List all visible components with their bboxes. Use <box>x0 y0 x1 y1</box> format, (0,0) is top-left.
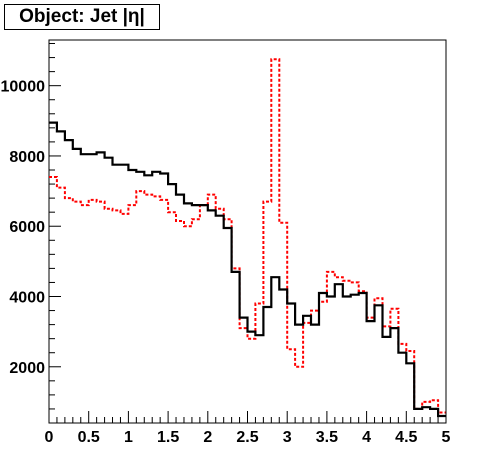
series-line-1 <box>49 58 446 414</box>
x-tick-label: 4 <box>362 429 371 446</box>
y-tick-label: 2000 <box>9 360 45 377</box>
plot-frame <box>48 39 447 424</box>
series-layer <box>49 58 446 418</box>
x-tick-label: 0.5 <box>78 429 100 446</box>
y-tick-label: 8000 <box>9 149 45 166</box>
x-tick-label: 1.5 <box>157 429 179 446</box>
x-tick-label: 4.5 <box>395 429 417 446</box>
x-tick-label: 3 <box>283 429 292 446</box>
x-tick-label: 0 <box>45 429 54 446</box>
axis-layer: 0 0.5 1 1.5 2 2.5 3 3.5 4 4.5 5 2000 4000 6000 8000 100… <box>1 43 451 446</box>
x-tick-label: 2 <box>203 429 212 446</box>
x-tick-label: 3.5 <box>316 429 338 446</box>
x-tick-label: 1 <box>124 429 133 446</box>
x-tick-label: 5 <box>442 429 451 446</box>
x-tick-label: 2.5 <box>236 429 258 446</box>
y-tick-label: 4000 <box>9 290 45 307</box>
y-tick-label: 10000 <box>1 79 46 96</box>
chart-title: Object: Jet |η| <box>4 4 160 30</box>
y-tick-label: 6000 <box>9 219 45 236</box>
series-line-0 <box>49 121 446 418</box>
